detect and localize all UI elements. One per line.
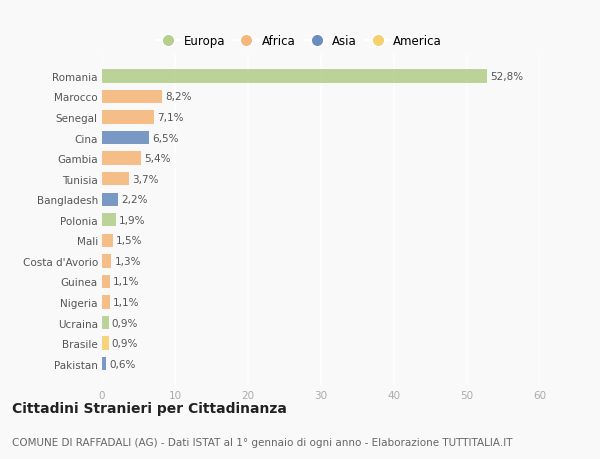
Bar bbox=[102, 357, 106, 370]
Text: 1,1%: 1,1% bbox=[113, 297, 139, 308]
Text: 0,6%: 0,6% bbox=[109, 359, 136, 369]
Text: 1,1%: 1,1% bbox=[113, 277, 139, 287]
Bar bbox=[102, 193, 118, 207]
Bar bbox=[102, 70, 487, 84]
Text: 1,5%: 1,5% bbox=[116, 236, 142, 246]
Bar bbox=[102, 234, 113, 247]
Bar bbox=[102, 111, 154, 124]
Text: 5,4%: 5,4% bbox=[145, 154, 171, 164]
Bar bbox=[102, 173, 129, 186]
Bar bbox=[102, 90, 162, 104]
Text: Cittadini Stranieri per Cittadinanza: Cittadini Stranieri per Cittadinanza bbox=[12, 402, 287, 415]
Text: 1,9%: 1,9% bbox=[119, 215, 145, 225]
Bar bbox=[102, 132, 149, 145]
Text: 0,9%: 0,9% bbox=[112, 318, 138, 328]
Bar bbox=[102, 296, 110, 309]
Text: 1,3%: 1,3% bbox=[115, 256, 141, 266]
Text: 52,8%: 52,8% bbox=[490, 72, 523, 82]
Bar bbox=[102, 316, 109, 330]
Text: 7,1%: 7,1% bbox=[157, 113, 183, 123]
Text: COMUNE DI RAFFADALI (AG) - Dati ISTAT al 1° gennaio di ogni anno - Elaborazione : COMUNE DI RAFFADALI (AG) - Dati ISTAT al… bbox=[12, 437, 512, 448]
Bar bbox=[102, 275, 110, 289]
Text: 8,2%: 8,2% bbox=[165, 92, 191, 102]
Text: 2,2%: 2,2% bbox=[121, 195, 148, 205]
Text: 3,7%: 3,7% bbox=[132, 174, 158, 185]
Legend: Europa, Africa, Asia, America: Europa, Africa, Asia, America bbox=[153, 31, 445, 51]
Bar bbox=[102, 337, 109, 350]
Bar bbox=[102, 255, 112, 268]
Bar bbox=[102, 213, 116, 227]
Text: 6,5%: 6,5% bbox=[152, 133, 179, 143]
Bar bbox=[102, 152, 142, 165]
Text: 0,9%: 0,9% bbox=[112, 338, 138, 348]
